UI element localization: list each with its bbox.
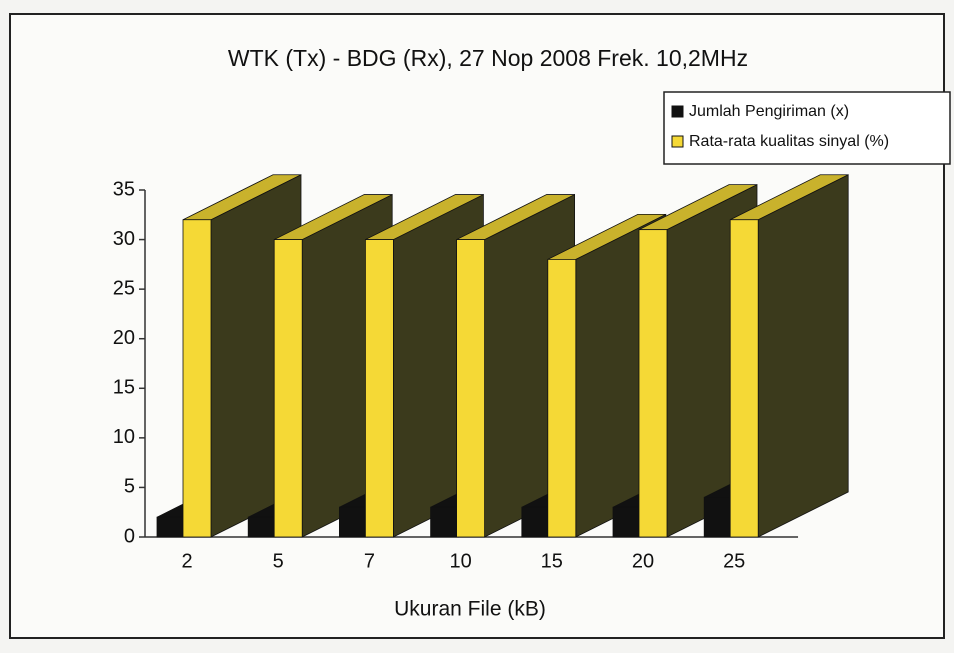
- bar: [612, 506, 642, 538]
- x-tick-label: 20: [632, 550, 654, 572]
- x-tick-label: 7: [364, 550, 375, 572]
- legend-swatch: [671, 135, 684, 148]
- y-tick-label: 20: [113, 327, 135, 349]
- x-tick-label: 25: [723, 550, 745, 572]
- y-tick-label: 30: [113, 228, 135, 250]
- x-tick-label: 10: [449, 550, 471, 572]
- bar-side: [757, 174, 849, 538]
- x-axis-title: Ukuran File (kB): [394, 598, 546, 621]
- bar: [247, 516, 277, 538]
- legend-label: Rata-rata kualitas sinyal (%): [689, 133, 889, 150]
- chart-title: WTK (Tx) - BDG (Rx), 27 Nop 2008 Frek. 1…: [228, 45, 748, 71]
- y-tick-label: 0: [124, 525, 135, 547]
- bar: [521, 506, 551, 538]
- bar: [456, 239, 486, 538]
- bar: [430, 506, 460, 538]
- x-tick-label: 2: [181, 550, 192, 572]
- legend-swatch: [671, 105, 684, 118]
- legend-box: [663, 91, 951, 165]
- bar: [156, 516, 186, 538]
- y-tick-label: 15: [113, 377, 135, 399]
- bar: [547, 258, 577, 538]
- legend-label: Jumlah Pengiriman (x): [689, 103, 849, 120]
- legend: Jumlah Pengiriman (x) Rata-rata kualitas …: [663, 91, 951, 165]
- x-tick-label: 15: [541, 550, 563, 572]
- bar: [364, 239, 394, 538]
- bar: [338, 506, 368, 538]
- bar: [273, 239, 303, 538]
- bar: [729, 219, 759, 538]
- x-tick-label: 5: [273, 550, 284, 572]
- y-tick-label: 35: [113, 178, 135, 200]
- bar: [703, 496, 733, 538]
- y-tick-label: 10: [113, 426, 135, 448]
- y-tick-label: 25: [113, 277, 135, 299]
- bar: [638, 229, 668, 538]
- y-tick-label: 5: [124, 476, 135, 498]
- bar: [182, 219, 212, 538]
